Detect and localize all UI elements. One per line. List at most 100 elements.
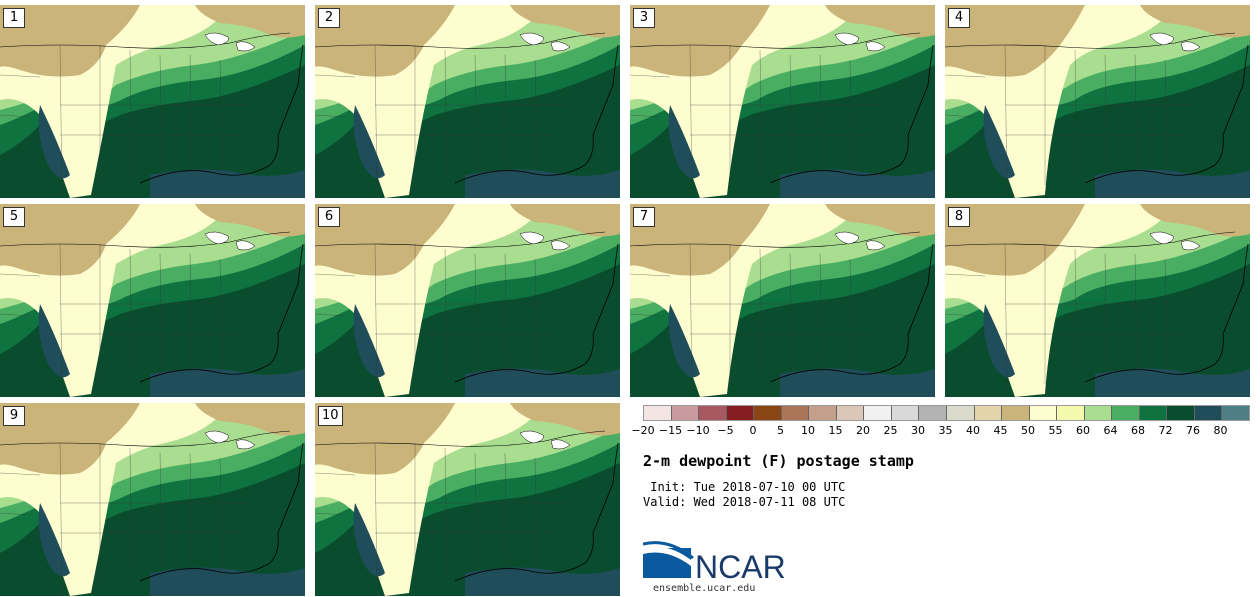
coastline: [1084, 44, 1249, 184]
member-panel-9: 9: [0, 403, 305, 596]
dewpoint-map: [0, 204, 305, 397]
us-canada-border: [945, 231, 1236, 248]
colorbar-swatch: [699, 406, 727, 420]
colorbar-swatch: [1002, 406, 1030, 420]
member-panel-4: 4: [945, 5, 1250, 198]
panel-number: 4: [948, 8, 970, 28]
init-time: Init: Tue 2018-07-10 00 UTC: [643, 480, 846, 494]
field-40-45: [0, 5, 140, 77]
coastline: [139, 442, 304, 582]
member-panel-7: 7: [630, 204, 935, 397]
colorbar-tick-label: 72: [1158, 424, 1173, 437]
colorbar-tick-label: 0: [749, 424, 757, 437]
us-canada-border: [630, 231, 921, 248]
chart-title: 2-m dewpoint (F) postage stamp: [643, 452, 914, 470]
colorbar-tick-label: 68: [1131, 424, 1145, 437]
california-valley: [38, 105, 70, 179]
california-valley: [983, 304, 1015, 378]
great-lakes: [519, 430, 571, 450]
state-borders: [0, 44, 250, 196]
great-lakes: [519, 32, 571, 52]
member-panel-5: 5: [0, 204, 305, 397]
colorbar-swatch: [671, 406, 700, 420]
great-lakes: [834, 231, 886, 251]
state-borders: [315, 44, 565, 196]
colorbar-tick-label: 80: [1213, 424, 1228, 437]
coastline: [454, 44, 619, 184]
field-canada-dry: [510, 204, 620, 237]
dewpoint-map: [945, 204, 1250, 397]
colorbar-tick-label: −20: [631, 424, 655, 437]
dewpoint-map: [0, 403, 305, 596]
colorbar-swatch: [1112, 406, 1140, 420]
gulf-of-mexico: [465, 169, 620, 198]
great-lakes: [204, 32, 256, 52]
us-canada-border: [315, 32, 606, 49]
colorbar-swatch: [781, 406, 810, 420]
colorbar-swatch: [1139, 406, 1168, 420]
gulf-of-mexico: [1095, 368, 1250, 397]
field-canada-dry: [195, 204, 305, 237]
field-canada-dry: [1140, 5, 1250, 38]
california-valley: [38, 503, 70, 577]
california-valley: [353, 105, 385, 179]
gulf-of-mexico: [150, 567, 305, 596]
colorbar-tick-labels: −20 −15 −10 −5 0 5 10 15 20 25 30 35 40 45 50 55 60 64 68 7…: [631, 424, 1248, 438]
colorbar-tick-label: 35: [938, 424, 953, 437]
colorbar-swatch: [947, 406, 975, 420]
california-valley: [668, 304, 700, 378]
field-canada-dry: [825, 204, 935, 237]
california-valley: [353, 304, 385, 378]
field-canada-dry: [195, 5, 305, 38]
member-panel-3: 3: [630, 5, 935, 198]
dewpoint-map: [945, 5, 1250, 198]
state-borders: [315, 442, 565, 594]
great-lakes: [204, 430, 256, 450]
great-lakes: [1149, 231, 1201, 251]
colorbar-tick-label: 76: [1186, 424, 1200, 437]
colorbar-tick-label: 55: [1048, 424, 1063, 437]
state-borders: [315, 243, 565, 395]
us-canada-border: [630, 32, 921, 49]
colorbar-tick-label: 64: [1103, 424, 1118, 437]
colorbar-tick-label: 40: [966, 424, 980, 437]
field-40-45: [0, 403, 140, 475]
field-40-45: [315, 204, 455, 276]
panel-number: 9: [3, 406, 25, 426]
panel-number: 5: [3, 207, 25, 227]
us-canada-border: [315, 430, 606, 447]
member-panel-8: 8: [945, 204, 1250, 397]
colorbar-tick-label: −15: [658, 424, 683, 437]
coastline: [139, 44, 304, 184]
member-panel-1: 1: [0, 5, 305, 198]
field-canada-dry: [825, 5, 935, 38]
colorbar-swatch: [974, 406, 1003, 420]
ncar-logo: NCAR: [643, 541, 786, 585]
field-40-45: [315, 403, 455, 475]
field-40-45: [630, 5, 770, 77]
colorbar-tick-label: 10: [801, 424, 815, 437]
dewpoint-map: [315, 403, 620, 596]
us-canada-border: [0, 231, 291, 248]
coastline: [139, 243, 304, 383]
field-40-45: [0, 204, 140, 276]
gulf-of-mexico: [465, 368, 620, 397]
panel-number: 6: [318, 207, 340, 227]
colorbar-swatch: [1222, 406, 1250, 420]
state-borders: [945, 44, 1195, 196]
us-canada-border: [0, 32, 291, 49]
field-canada-dry: [510, 403, 620, 436]
valid-time: Valid: Wed 2018-07-11 08 UTC: [643, 495, 846, 509]
us-canada-border: [945, 32, 1236, 49]
colorbar-swatch: [754, 406, 782, 420]
field-40-45: [630, 204, 770, 276]
colorbar-swatch: [644, 406, 672, 420]
colorbar-tick-label: 45: [993, 424, 1008, 437]
coastline: [769, 44, 934, 184]
field-canada-dry: [195, 403, 305, 436]
colorbar-tick-label: 5: [777, 424, 784, 437]
panel-number: 8: [948, 207, 970, 227]
state-borders: [630, 243, 880, 395]
field-canada-dry: [1140, 204, 1250, 237]
state-borders: [945, 243, 1195, 395]
